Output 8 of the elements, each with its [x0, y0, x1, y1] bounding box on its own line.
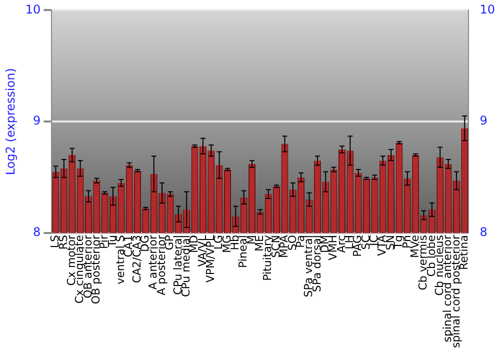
y2-tick-label: 8: [480, 225, 488, 240]
y-axis-title: Log2 (expression): [3, 68, 18, 176]
y-tick-label: 8: [33, 225, 41, 240]
y-tick-label: 10: [25, 2, 41, 16]
y2-tick-label: 9: [480, 114, 488, 128]
y-tick-label: 9: [33, 114, 41, 128]
y2-tick-label: 10: [480, 2, 496, 16]
x-tick-label: Pituitary: [261, 234, 274, 281]
